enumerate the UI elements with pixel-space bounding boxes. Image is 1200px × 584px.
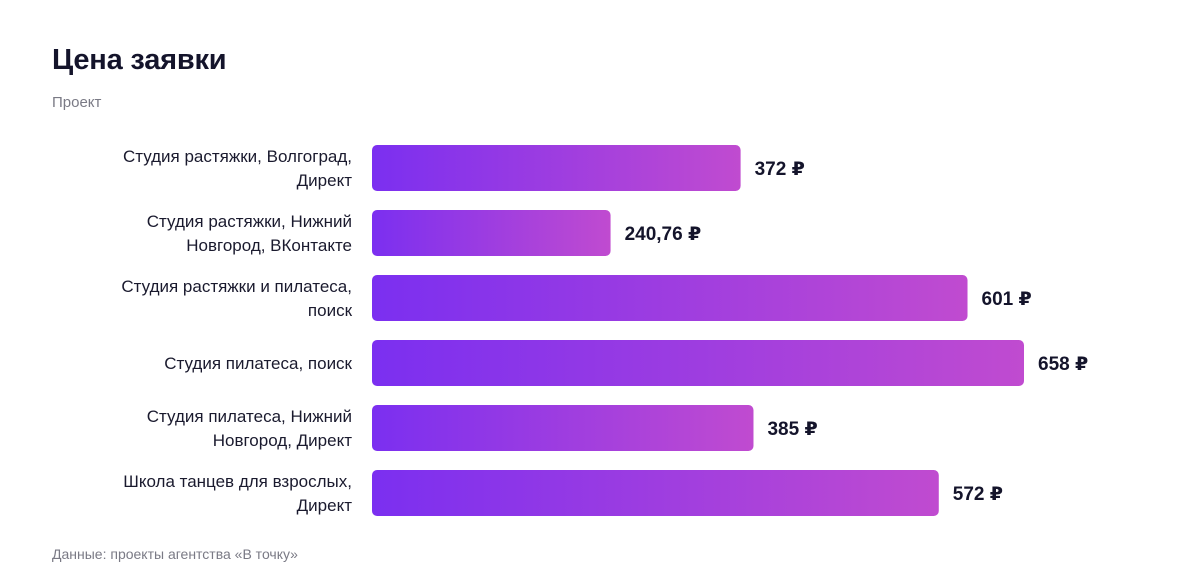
category-label-line: Директ [297, 171, 353, 190]
category-label-line: Новгород, ВКонтакте [186, 236, 352, 255]
value-label: 240,76 ₽ [625, 224, 702, 245]
bar-row: Студия пилатеса, Нижний Новгород, Директ 3… [147, 405, 818, 451]
bar-row: Студия пилатеса, поиск 658 ₽ [164, 340, 1088, 386]
value-label: 572 ₽ [953, 484, 1003, 505]
category-label-line: Студия растяжки и пилатеса, [121, 277, 352, 296]
bar-row: Школа танцев для взрослых, Директ 572 ₽ [123, 470, 1003, 516]
category-label-line: Директ [297, 496, 353, 515]
bar-row: Студия растяжки, Нижний Новгород, ВКонтак… [147, 210, 701, 256]
category-label: Студия пилатеса, поиск [164, 354, 352, 373]
category-label-line: Студия растяжки, Нижний [147, 212, 352, 231]
bar [372, 275, 968, 321]
category-label: Студия пилатеса, Нижний Новгород, Директ [147, 407, 352, 450]
category-label: Школа танцев для взрослых, Директ [123, 472, 352, 515]
data-source-note: Данные: проекты агентства «В точку» [52, 546, 298, 562]
bar [372, 470, 939, 516]
value-label: 372 ₽ [755, 159, 805, 180]
category-label-line: Студия пилатеса, поиск [164, 354, 352, 373]
category-label-line: Школа танцев для взрослых, [123, 472, 352, 491]
category-label-line: Новгород, Директ [213, 431, 352, 450]
bar-row: Студия растяжки, Волгоград, Директ 372 ₽ [123, 145, 805, 191]
bar [372, 340, 1024, 386]
category-label-line: Студия растяжки, Волгоград, [123, 147, 352, 166]
bar [372, 210, 611, 256]
bar [372, 405, 754, 451]
chart-subtitle: Проект [52, 94, 102, 111]
category-label: Студия растяжки, Нижний Новгород, ВКонтак… [147, 212, 352, 255]
chart-title: Цена заявки [52, 44, 227, 76]
category-label: Студия растяжки и пилатеса, поиск [121, 277, 352, 320]
value-label: 385 ₽ [767, 419, 817, 440]
category-label-line: поиск [308, 301, 353, 320]
bar [372, 145, 741, 191]
category-label: Студия растяжки, Волгоград, Директ [123, 147, 352, 190]
bar-row: Студия растяжки и пилатеса, поиск 601 ₽ [121, 275, 1032, 321]
value-label: 601 ₽ [982, 289, 1032, 310]
category-label-line: Студия пилатеса, Нижний [147, 407, 352, 426]
value-label: 658 ₽ [1038, 354, 1088, 375]
